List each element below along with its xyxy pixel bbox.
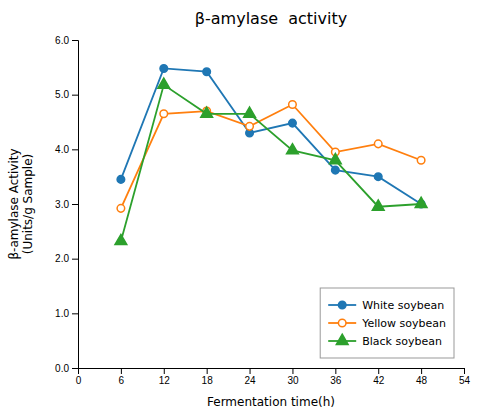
x-tick-label: 6 (119, 375, 125, 386)
y-tick: 3.0 (55, 199, 78, 210)
x-axis-title: Fermentation time(h) (207, 395, 335, 409)
point (374, 173, 382, 181)
x-tick-label: 12 (159, 375, 171, 386)
legend: White soybean Yellow soybean Black soybean (320, 288, 454, 358)
y-tick-label: 3.0 (55, 199, 69, 210)
point (289, 101, 297, 109)
chart: 0 6 12 18 24 30 36 42 48 54 0.0 1.0 2.0 3.0 4.0 5.0 6.0 W… (0, 0, 482, 416)
data (115, 65, 427, 245)
point (160, 65, 168, 73)
x-tick-mark (164, 368, 165, 374)
x-tick-mark (250, 368, 251, 374)
y-tick-label: 1.0 (55, 308, 69, 319)
x-tick-label: 24 (244, 375, 256, 386)
legend-marker (338, 301, 346, 309)
y-tick-mark (72, 40, 78, 41)
y-axis: 0.0 1.0 2.0 3.0 4.0 5.0 6.0 (55, 35, 78, 374)
point (372, 200, 384, 210)
x-tick-mark (121, 368, 122, 374)
x-tick: 42 (373, 368, 385, 386)
legend-label: Yellow soybean (361, 317, 446, 330)
series-line (121, 85, 421, 241)
x-tick-label: 48 (416, 375, 428, 386)
x-tick: 18 (202, 368, 214, 386)
y-tick-label: 0.0 (55, 363, 69, 374)
x-tick-label: 30 (287, 375, 299, 386)
point (117, 205, 125, 213)
y-tick: 1.0 (55, 308, 78, 319)
y-tick-label: 5.0 (55, 89, 69, 100)
x-tick: 0 (76, 368, 82, 386)
x-tick: 12 (159, 368, 171, 386)
point (203, 68, 211, 76)
x-tick: 54 (459, 368, 471, 386)
legend-marker (336, 334, 348, 344)
point (158, 78, 170, 88)
point (332, 166, 340, 174)
y-tick: 5.0 (55, 89, 78, 100)
x-tick-mark (335, 368, 336, 374)
y-tick-mark (72, 149, 78, 150)
x-tick: 36 (330, 368, 342, 386)
y-tick-mark (72, 259, 78, 260)
point (374, 140, 382, 148)
point (417, 156, 425, 164)
point (201, 107, 213, 117)
x-axis-line (79, 369, 465, 375)
y-tick-mark (72, 313, 78, 314)
x-tick-mark (378, 368, 379, 374)
x-tick-mark (292, 368, 293, 374)
x-tick-mark (207, 368, 208, 374)
series-line (121, 105, 421, 209)
y-axis-line (72, 41, 79, 369)
series-line (121, 68, 421, 204)
point (287, 144, 299, 154)
y-tick-label: 4.0 (55, 144, 69, 155)
point (246, 123, 254, 131)
title: β-amylase activity (195, 9, 347, 28)
point (160, 110, 168, 118)
legend-box (320, 288, 454, 358)
y-tick-mark (72, 204, 78, 205)
x-tick-label: 42 (373, 375, 385, 386)
x-tick: 24 (244, 368, 256, 386)
plot: 0 6 12 18 24 30 36 42 48 54 0.0 1.0 2.0 3.0 4.0 5.0 6.0 W… (55, 35, 470, 386)
y-tick-label: 6.0 (55, 35, 69, 46)
x-tick-mark (464, 368, 465, 374)
x-tick: 30 (287, 368, 299, 386)
y-axis-title-line: (Units/g Sample) (21, 154, 35, 255)
x-tick-label: 18 (202, 375, 214, 386)
y-tick-mark (72, 95, 78, 96)
point (415, 197, 427, 207)
y-tick: 4.0 (55, 144, 78, 155)
x-axis: 0 6 12 18 24 30 36 42 48 54 (76, 368, 471, 386)
point (115, 234, 127, 244)
y-tick: 2.0 (55, 253, 78, 264)
x-tick: 6 (119, 368, 125, 386)
x-tick-label: 0 (76, 375, 82, 386)
y-axis-title-line: β-amylase Activity (7, 148, 21, 259)
x-tick-label: 36 (330, 375, 342, 386)
legend-label: Black soybean (362, 335, 442, 348)
x-tick-label: 54 (459, 375, 471, 386)
legend-label: White soybean (362, 299, 444, 312)
x-tick: 48 (416, 368, 428, 386)
x-tick-mark (421, 368, 422, 374)
y-tick-label: 2.0 (55, 253, 69, 264)
y-tick-mark (72, 368, 78, 369)
y-tick: 0.0 (55, 363, 78, 374)
point (289, 119, 297, 127)
y-axis-title: β-amylase Activity(Units/g Sample) (7, 148, 35, 259)
point (329, 153, 341, 163)
legend-marker (338, 319, 346, 327)
point (117, 176, 125, 184)
point (244, 107, 256, 117)
y-tick: 6.0 (55, 35, 78, 46)
